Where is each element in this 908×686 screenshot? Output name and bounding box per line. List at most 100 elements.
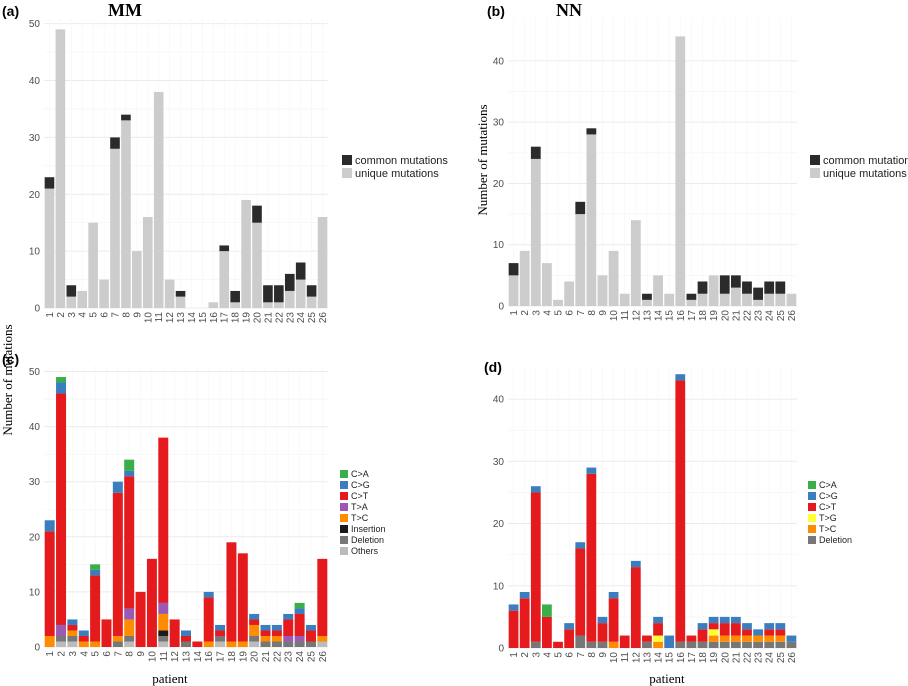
legend-label: T>C: [819, 524, 837, 534]
bar-segment: [112, 641, 123, 647]
bar-segment: [90, 564, 101, 570]
x-tick-label: 3: [68, 651, 79, 657]
legend-label: common mutations: [355, 155, 448, 167]
bar-segment: [271, 624, 282, 631]
bar-segment: [226, 641, 237, 647]
x-tick-label: 17: [687, 652, 698, 664]
bar-segment: [112, 492, 123, 636]
bar-segment: [519, 250, 530, 306]
bar-segment: [158, 437, 169, 603]
bar-segment: [619, 635, 630, 648]
x-tick-label: 1: [509, 310, 520, 316]
y-tick-label: 0: [34, 304, 40, 315]
bar-segment: [317, 641, 328, 647]
y-tick-label: 10: [493, 240, 505, 251]
bar-segment: [742, 293, 752, 306]
x-tick-label: 16: [676, 310, 687, 322]
bar-segment: [675, 36, 686, 306]
bar-segment: [252, 222, 262, 308]
bar-segment: [56, 635, 67, 642]
bar-segment: [730, 635, 741, 642]
bar-segment: [786, 293, 797, 306]
y-tick-label: 30: [493, 118, 505, 129]
bar-segment: [215, 624, 226, 631]
x-tick-label: 1: [45, 312, 56, 318]
bar-segment: [263, 285, 273, 303]
panel-label-b: (b): [487, 3, 505, 19]
x-tick-label: 12: [631, 652, 642, 664]
y-tick-label: 10: [29, 247, 41, 258]
legend-label: C>G: [819, 491, 838, 501]
x-tick-label: 2: [520, 652, 531, 658]
x-tick-label: 20: [720, 310, 731, 322]
x-tick-label: 21: [731, 652, 742, 664]
x-tick-label: 18: [227, 651, 238, 663]
bar-segment: [260, 630, 271, 636]
y-tick-label: 40: [493, 395, 505, 406]
x-tick-label: 26: [318, 312, 329, 324]
bar-segment: [775, 641, 786, 648]
bar-segment: [284, 290, 295, 308]
bar-segment: [586, 473, 597, 642]
legend-label: Deletion: [351, 535, 384, 545]
x-tick-label: 10: [147, 651, 158, 663]
bar-segment: [295, 279, 306, 308]
x-tick-label: 1: [45, 651, 56, 657]
x-tick-label: 26: [787, 310, 798, 322]
x-tick-label: 5: [554, 310, 565, 316]
x-tick-label: 12: [631, 310, 642, 322]
bar-segment: [519, 592, 530, 599]
bar-segment: [553, 299, 563, 306]
bar-segment: [719, 623, 730, 636]
bar-segment: [775, 635, 786, 642]
y-tick-label: 30: [493, 457, 505, 468]
bar-segment: [786, 635, 797, 642]
bar-segment: [44, 188, 55, 308]
bar-segment: [586, 467, 597, 474]
bar-segment: [260, 624, 271, 631]
x-tick-label: 20: [720, 652, 731, 664]
bar-segment: [181, 630, 191, 636]
bar-segment: [664, 635, 675, 648]
bar-segment: [66, 296, 77, 308]
bar-segment: [90, 575, 101, 642]
bar-segment: [553, 641, 563, 648]
x-tick-label: 2: [520, 310, 531, 316]
bar-segment: [271, 630, 282, 636]
bar-segment: [192, 641, 203, 647]
bar-segment: [271, 635, 282, 642]
x-tick-label: 3: [531, 310, 542, 316]
plot-area: [508, 18, 797, 306]
bar-segment: [305, 624, 316, 631]
x-tick-label: 5: [554, 652, 565, 658]
bar-segment: [283, 641, 294, 647]
bar-segment: [55, 29, 66, 308]
bar-segment: [124, 635, 135, 642]
bar-segment: [112, 635, 123, 642]
bar-segment: [252, 205, 262, 223]
bar-segment: [530, 492, 541, 642]
bar-segment: [742, 281, 752, 294]
legend-swatch: [340, 525, 348, 533]
bar-segment: [283, 619, 294, 636]
bar-segment: [158, 635, 169, 642]
legend-label: C>A: [819, 480, 837, 490]
bar-segment: [708, 635, 719, 642]
x-tick-label: 25: [776, 310, 787, 322]
x-tick-label: 21: [261, 651, 272, 663]
bar-segment: [294, 602, 305, 609]
bar-segment: [530, 641, 541, 648]
bar-segment: [158, 630, 169, 636]
bar-segment: [99, 279, 109, 308]
x-tick-label: 19: [238, 651, 249, 663]
legend-label: Others: [351, 546, 379, 556]
y-tick-label: 20: [29, 532, 41, 543]
bar-segment: [586, 641, 597, 648]
bar-segment: [226, 542, 237, 642]
x-tick-label: 7: [113, 651, 124, 657]
bar-segment: [719, 635, 730, 642]
legend-label: T>A: [351, 502, 368, 512]
bar-segment: [764, 281, 775, 294]
bar-segment: [219, 251, 230, 308]
